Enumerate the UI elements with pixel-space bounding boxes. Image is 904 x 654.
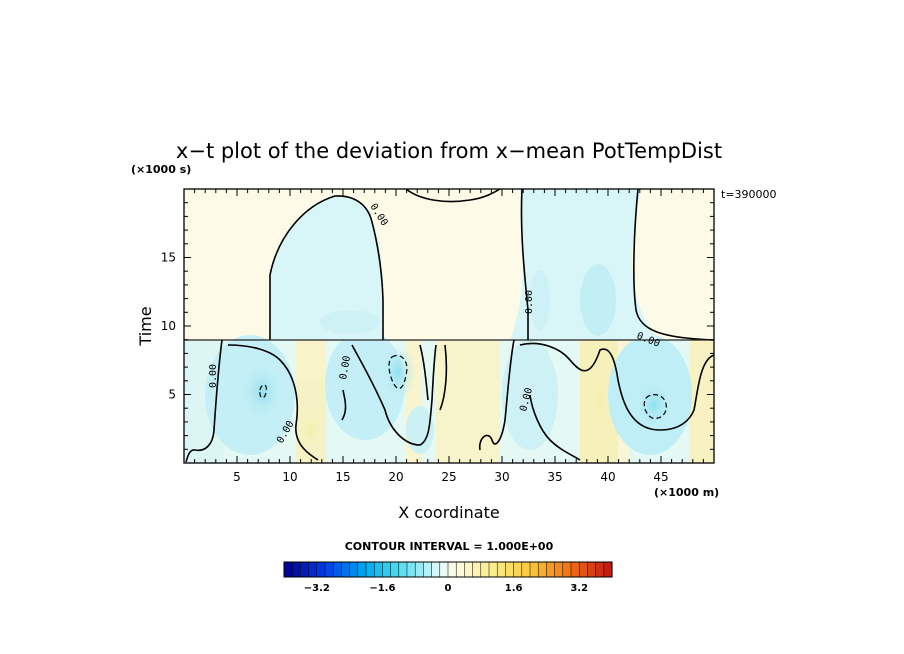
colorbar-cell (562, 561, 572, 578)
x-axis-label: X coordinate (398, 503, 499, 522)
colorbar-cell (529, 561, 539, 578)
contour-label: 0.00 (524, 290, 535, 314)
colorbar-cell (390, 561, 400, 578)
colorbar-cell (521, 561, 531, 578)
colorbar-cell (406, 561, 416, 578)
colorbar-cell (373, 561, 383, 578)
y-tick-label: 5 (168, 388, 176, 402)
x-tick-label: 15 (335, 470, 350, 484)
colorbar-cell (283, 561, 293, 578)
negative-contours (259, 354, 667, 419)
colorbar-cell (603, 561, 613, 578)
colorbar-cell (513, 561, 523, 578)
zero-contours (184, 189, 714, 463)
colorbar-cell (472, 561, 482, 578)
x-tick-label: 5 (233, 470, 241, 484)
colorbar-cell (300, 561, 310, 578)
colorbar-cell (439, 561, 449, 578)
colorbar-cell (398, 561, 408, 578)
colorbar-cell (341, 561, 351, 578)
x-tick-label: 25 (441, 470, 456, 484)
colorbar-cell (447, 561, 457, 578)
axis-ticks (184, 189, 714, 463)
colorbar-cell (431, 561, 441, 578)
time-stamp: t=390000 (721, 188, 777, 201)
colorbar-tick-labels: −3.2 −1.6 0 1.6 3.2 (304, 583, 588, 594)
x-tick-labels: 5 10 15 20 25 30 35 40 45 (233, 470, 668, 484)
colorbar-tick-label: −1.6 (369, 583, 395, 594)
colorbar-cell (464, 561, 474, 578)
contour-field: 0.00 0.00 0.00 0.00 0.00 0.00 0.00 (184, 189, 714, 463)
colorbar-cell (578, 561, 588, 578)
colorbar-cell (546, 561, 556, 578)
x-tick-label: 35 (547, 470, 562, 484)
x-tick-label: 20 (388, 470, 403, 484)
x-tick-label: 30 (494, 470, 509, 484)
colorbar-cell (414, 561, 424, 578)
x-tick-label: 10 (282, 470, 297, 484)
colorbar-cell (316, 561, 326, 578)
colorbar-tick-label: −3.2 (304, 583, 330, 594)
colorbar-cell (291, 561, 301, 578)
colorbar-cell (480, 561, 490, 578)
colorbar-cell (349, 561, 359, 578)
colorbar-cell (488, 561, 498, 578)
colorbar (283, 561, 613, 578)
upper-left-cold-region (270, 196, 383, 340)
colorbar-tick-label: 0 (445, 583, 452, 594)
colorbar-cell (324, 561, 334, 578)
colorbar-cell (595, 561, 605, 578)
contour-label: 0.00 (208, 364, 219, 388)
x-tick-label: 45 (653, 470, 668, 484)
colorbar-cell (423, 561, 433, 578)
colorbar-cell (496, 561, 506, 578)
colorbar-cell (332, 561, 342, 578)
x-tick-label: 40 (600, 470, 615, 484)
colorbar-cell (455, 561, 465, 578)
colorbar-cell (365, 561, 375, 578)
colorbar-cell (505, 561, 515, 578)
colorbar-cell (587, 561, 597, 578)
colorbar-cell (554, 561, 564, 578)
colorbar-cell (308, 561, 318, 578)
colorbar-cell (357, 561, 367, 578)
y-tick-label: 15 (161, 251, 176, 265)
y-axis-label: Time (136, 306, 155, 346)
x-unit-label: (×1000 m) (654, 486, 719, 499)
colorbar-tick-label: 1.6 (505, 583, 523, 594)
contour-interval-label: CONTOUR INTERVAL = 1.000E+00 (345, 540, 554, 553)
colorbar-cell (570, 561, 580, 578)
y-tick-labels: 5 10 15 (161, 251, 176, 402)
y-tick-label: 10 (161, 319, 176, 333)
colorbar-frame (283, 561, 613, 578)
colorbar-tick-label: 3.2 (570, 583, 588, 594)
colorbar-cell (382, 561, 392, 578)
colorbar-cell (537, 561, 547, 578)
chart-title: x−t plot of the deviation from x−mean Po… (176, 139, 722, 163)
contour-label: 0.00 (338, 355, 353, 381)
y-unit-label: (×1000 s) (131, 163, 191, 176)
